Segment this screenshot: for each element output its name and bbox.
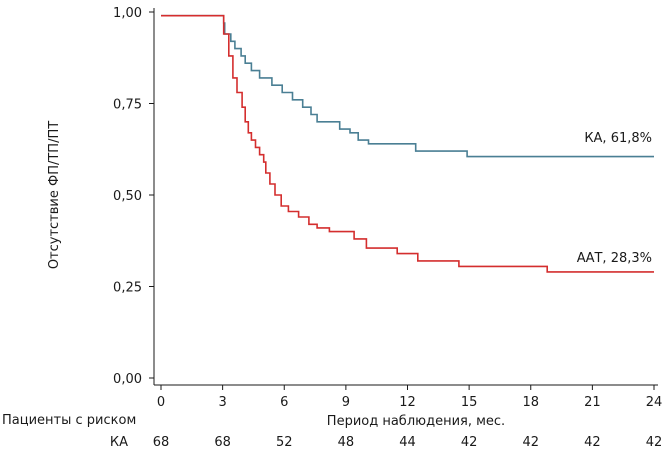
series-label-aat: ААТ, 28,3%	[577, 251, 652, 266]
y-tick-label: 0,00	[113, 372, 142, 387]
risk-value: 42	[522, 435, 539, 450]
x-tick-label: 6	[280, 395, 288, 410]
series-label-ka: КА, 61,8%	[584, 131, 652, 146]
risk-value: 52	[276, 435, 293, 450]
y-tick-label: 0,75	[113, 98, 142, 113]
y-tick-label: 0,25	[113, 281, 142, 296]
x-axis-title: Период наблюдения, мес.	[327, 414, 505, 429]
risk-value: 42	[646, 435, 663, 450]
y-axis-title: Отсутствие ФП/ТП/ПТ	[47, 121, 62, 269]
y-tick-label: 1,00	[113, 6, 142, 21]
risk-value: 44	[399, 435, 416, 450]
risk-value: 68	[153, 435, 170, 450]
x-tick-label: 18	[522, 395, 539, 410]
risk-table-title: Пациенты с риском	[2, 413, 136, 428]
risk-value: 48	[338, 435, 355, 450]
series-line-ka	[161, 14, 654, 158]
x-ticks: 0 3 6 9 12 15 18 21 24	[157, 385, 662, 410]
risk-row-label: КА	[110, 435, 128, 450]
series-lines	[161, 14, 654, 273]
risk-value: 68	[214, 435, 231, 450]
x-tick-label: 0	[157, 395, 165, 410]
risk-value: 42	[584, 435, 601, 450]
series-line-aat	[161, 14, 654, 273]
x-tick-label: 24	[646, 395, 663, 410]
risk-value: 42	[461, 435, 478, 450]
x-tick-label: 9	[342, 395, 350, 410]
x-tick-label: 21	[584, 395, 601, 410]
x-tick-label: 15	[461, 395, 478, 410]
y-tick-label: 0,50	[113, 189, 142, 204]
y-ticks: 0,00 0,25 0,50 0,75 1,00	[113, 6, 154, 387]
risk-values: 68 68 52 48 44 42 42 42 42	[153, 435, 663, 450]
x-tick-label: 12	[399, 395, 416, 410]
x-tick-label: 3	[218, 395, 226, 410]
axes: 0,00 0,25 0,50 0,75 1,00 0 3 6 9 12 15 18 21 24	[113, 6, 662, 410]
